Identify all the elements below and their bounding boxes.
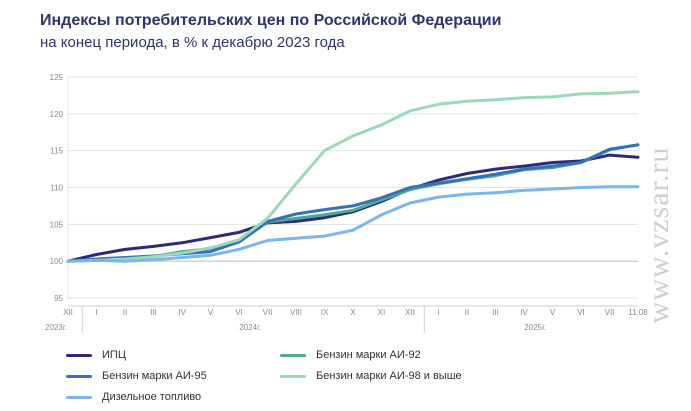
x-tick-label: V — [208, 308, 214, 317]
y-tick-label: 115 — [50, 147, 63, 156]
chart-subtitle: на конец периода, в % к декабрю 2023 год… — [40, 34, 345, 51]
year-label: 2025г. — [524, 323, 546, 332]
x-tick-label: X — [350, 308, 356, 317]
y-tick-label: 105 — [50, 220, 64, 229]
year-label: 2023г. — [45, 323, 67, 332]
x-tick-label: VI — [235, 308, 243, 317]
series-lines — [66, 90, 640, 263]
y-tick-label: 95 — [54, 294, 63, 303]
watermark: www.vzsar.ru — [644, 70, 674, 400]
series-line — [66, 185, 640, 263]
year-label: 2024г. — [239, 323, 261, 332]
x-tick-label: VIII — [290, 308, 302, 317]
x-tick-label: VI — [577, 308, 585, 317]
chart-title: Индексы потребительских цен по Российско… — [40, 12, 502, 29]
series-line — [66, 90, 640, 263]
x-tick-label: IV — [520, 308, 528, 317]
x-tick-label: IX — [321, 308, 329, 317]
x-tick-label: I — [95, 308, 97, 317]
y-tick-label: 120 — [50, 110, 64, 119]
x-tick-label: XII — [63, 308, 73, 317]
x-tick-label: III — [492, 308, 499, 317]
x-tick-label: VII — [605, 308, 615, 317]
series-line — [66, 153, 640, 263]
x-tick-label: XII — [405, 308, 415, 317]
y-axis-ticks: 95 100 105 110 115 120 125 — [50, 73, 64, 303]
x-tick-label: II — [123, 308, 127, 317]
y-tick-label: 110 — [50, 184, 63, 193]
y-tick-label: 100 — [50, 257, 64, 266]
y-tick-label: 125 — [50, 73, 64, 82]
watermark-text: www.vzsar.ru — [644, 146, 674, 324]
x-tick-label: III — [150, 308, 157, 317]
x-axis: XII I II III IV V VI VII VIII IX X XI XII I II III IV V VI… — [45, 305, 648, 333]
x-tick-label: XI — [378, 308, 386, 317]
x-tick-label: 11.08 — [628, 308, 648, 317]
x-tick-label: IV — [178, 308, 186, 317]
x-tick-label: II — [465, 308, 469, 317]
x-tick-label: V — [550, 308, 556, 317]
x-tick-label: VII — [263, 308, 273, 317]
x-tick-label: I — [437, 308, 439, 317]
